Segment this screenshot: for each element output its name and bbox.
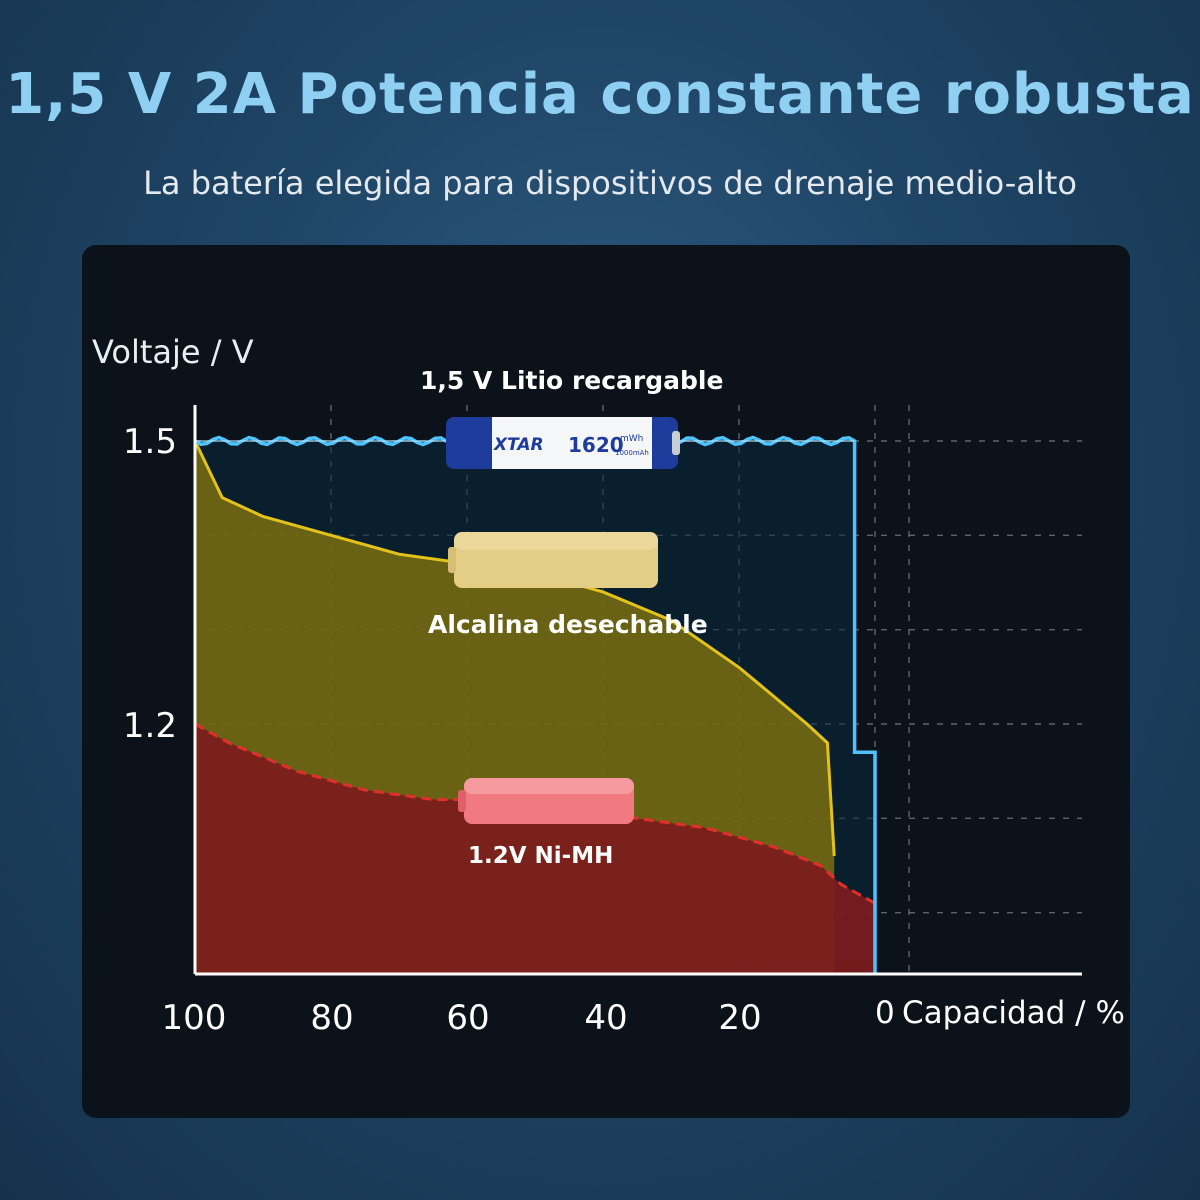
x-tick-label: 20 (718, 998, 761, 1038)
nimh-label: 1.2V Ni-MH (468, 843, 613, 869)
battery-brand: XTAR (493, 435, 544, 455)
x-tick-label: 40 (584, 998, 627, 1038)
voltage-capacity-chart: Voltaje / V Capacidad / % 100 80 60 40 20 0 1.… (92, 333, 1125, 1038)
page-title: 1,5 V 2A Potencia constante robusta (5, 62, 1195, 127)
y-tick-label: 1.5 (123, 422, 177, 462)
y-tick-label: 1.2 (123, 706, 177, 746)
chart-panel: Voltaje / V Capacidad / % 100 80 60 40 20 0 1.… (82, 245, 1130, 1118)
x-tick-label: 100 (162, 998, 227, 1038)
battery-unit: mWh (620, 434, 643, 444)
lithium-battery-icon: XTAR 1620 mWh 1000mAh (446, 417, 680, 469)
series-areas (195, 441, 875, 974)
battery-capacity: 1620 (568, 433, 624, 457)
alkaline-label: Alcalina desechable (428, 610, 708, 639)
y-axis-label: Voltaje / V (92, 333, 254, 371)
battery-sub: 1000mAh (615, 449, 649, 457)
nimh-battery-icon (458, 778, 634, 824)
nimh-area (195, 724, 875, 974)
x-axis-label: Capacidad / % (902, 995, 1125, 1031)
x-tick-label: 0 (875, 995, 895, 1031)
page-subtitle: La batería elegida para dispositivos de … (143, 164, 1077, 202)
alkaline-battery-icon (448, 532, 658, 588)
x-tick-label: 60 (446, 998, 489, 1038)
lithium-label: 1,5 V Litio recargable (420, 366, 723, 395)
x-tick-label: 80 (310, 998, 353, 1038)
axis-ticks: 100 80 60 40 20 0 1.5 1.2 (123, 422, 895, 1038)
